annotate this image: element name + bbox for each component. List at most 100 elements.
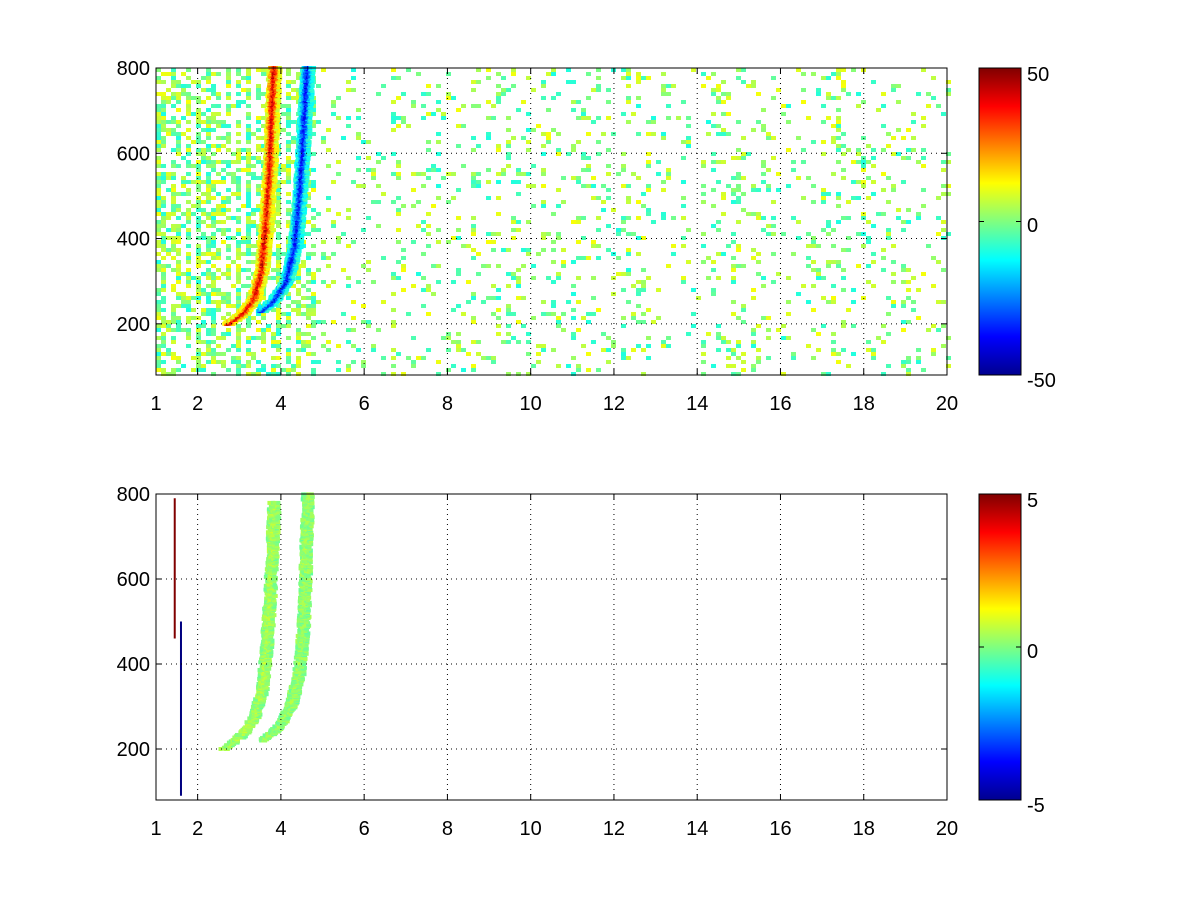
heatmap-cell — [736, 244, 741, 248]
heatmap-cell — [771, 96, 776, 100]
heatmap-cell — [306, 232, 311, 236]
heatmap-cell — [236, 348, 241, 352]
heatmap-cell — [701, 84, 706, 88]
heatmap-cell — [916, 216, 921, 220]
heatmap-cell — [266, 276, 271, 280]
heatmap-cell — [336, 360, 341, 364]
heatmap-cell — [231, 172, 236, 176]
heatmap-cell — [196, 100, 201, 104]
heatmap-cell — [246, 212, 251, 216]
heatmap-cell — [721, 160, 726, 164]
heatmap-cell — [371, 344, 376, 348]
heatmap-cell — [226, 196, 231, 200]
heatmap-cell — [741, 80, 746, 84]
heatmap-cell — [271, 372, 276, 376]
heatmap-cell — [251, 252, 256, 256]
heatmap-cell — [211, 308, 216, 312]
heatmap-cell — [391, 348, 396, 352]
heatmap-cell — [396, 172, 401, 176]
heatmap-cell — [786, 336, 791, 340]
heatmap-cell — [196, 264, 201, 268]
heatmap-cell — [161, 264, 166, 268]
heatmap-cell — [236, 296, 241, 300]
heatmap-cell — [636, 72, 641, 76]
heatmap-cell — [206, 160, 211, 164]
heatmap-cell — [636, 104, 641, 108]
heatmap-cell — [236, 272, 241, 276]
heatmap-cell — [366, 324, 371, 328]
heatmap-cell — [751, 288, 756, 292]
heatmap-cell — [921, 124, 926, 128]
heatmap-cell — [496, 92, 501, 96]
heatmap-cell — [841, 288, 846, 292]
heatmap-cell — [211, 224, 216, 228]
heatmap-cell — [236, 188, 241, 192]
heatmap-cell — [196, 276, 201, 280]
heatmap-cell — [621, 184, 626, 188]
heatmap-cell — [446, 172, 451, 176]
heatmap-cell — [426, 140, 431, 144]
heatmap-cell — [496, 196, 501, 200]
heatmap-cell — [946, 184, 951, 188]
heatmap-cell — [286, 200, 291, 204]
heatmap-cell — [521, 248, 526, 252]
heatmap-cell — [546, 276, 551, 280]
heatmap-cell — [306, 192, 311, 196]
heatmap-cell — [871, 348, 876, 352]
heatmap-cell — [891, 188, 896, 192]
heatmap-cell — [831, 72, 836, 76]
heatmap-cell — [216, 136, 221, 140]
heatmap-cell — [186, 284, 191, 288]
heatmap-cell — [201, 100, 206, 104]
heatmap-cell — [736, 156, 741, 160]
heatmap-cell — [516, 284, 521, 288]
heatmap-cell — [596, 244, 601, 248]
heatmap-cell — [661, 188, 666, 192]
heatmap-cell — [346, 284, 351, 288]
heatmap-cell — [941, 300, 946, 304]
heatmap-cell — [841, 80, 846, 84]
heatmap-cell — [166, 352, 171, 356]
heatmap-cell — [831, 228, 836, 232]
heatmap-cell — [786, 104, 791, 108]
heatmap-cell — [246, 220, 251, 224]
heatmap-cell — [171, 224, 176, 228]
heatmap-cell — [551, 348, 556, 352]
heatmap-cell — [166, 176, 171, 180]
heatmap-cell — [831, 332, 836, 336]
heatmap-cell — [186, 108, 191, 112]
heatmap-cell — [311, 308, 316, 312]
heatmap-cell — [901, 300, 906, 304]
heatmap-cell — [846, 364, 851, 368]
heatmap-cell — [836, 220, 841, 224]
heatmap-cell — [911, 300, 916, 304]
heatmap-cell — [211, 88, 216, 92]
heatmap-cell — [191, 96, 196, 100]
heatmap-cell — [861, 160, 866, 164]
heatmap-cell — [171, 340, 176, 344]
heatmap-cell — [886, 364, 891, 368]
heatmap-cell — [411, 188, 416, 192]
heatmap-cell — [226, 136, 231, 140]
heatmap-cell — [226, 112, 231, 116]
heatmap-cell — [211, 212, 216, 216]
heatmap-cell — [186, 136, 191, 140]
heatmap-cell — [666, 172, 671, 176]
heatmap-cell — [661, 216, 666, 220]
heatmap-cell — [871, 180, 876, 184]
heatmap-cell — [161, 116, 166, 120]
heatmap-cell — [666, 104, 671, 108]
heatmap-cell — [556, 316, 561, 320]
heatmap-cell — [531, 264, 536, 268]
heatmap-cell — [221, 316, 226, 320]
heatmap-cell — [526, 140, 531, 144]
heatmap-cell — [221, 332, 226, 336]
heatmap-cell — [311, 272, 316, 276]
heatmap-cell — [216, 268, 221, 272]
heatmap-cell — [201, 272, 206, 276]
heatmap-cell — [396, 228, 401, 232]
heatmap-cell — [276, 256, 281, 260]
heatmap-cell — [311, 296, 316, 300]
heatmap-cell — [186, 112, 191, 116]
